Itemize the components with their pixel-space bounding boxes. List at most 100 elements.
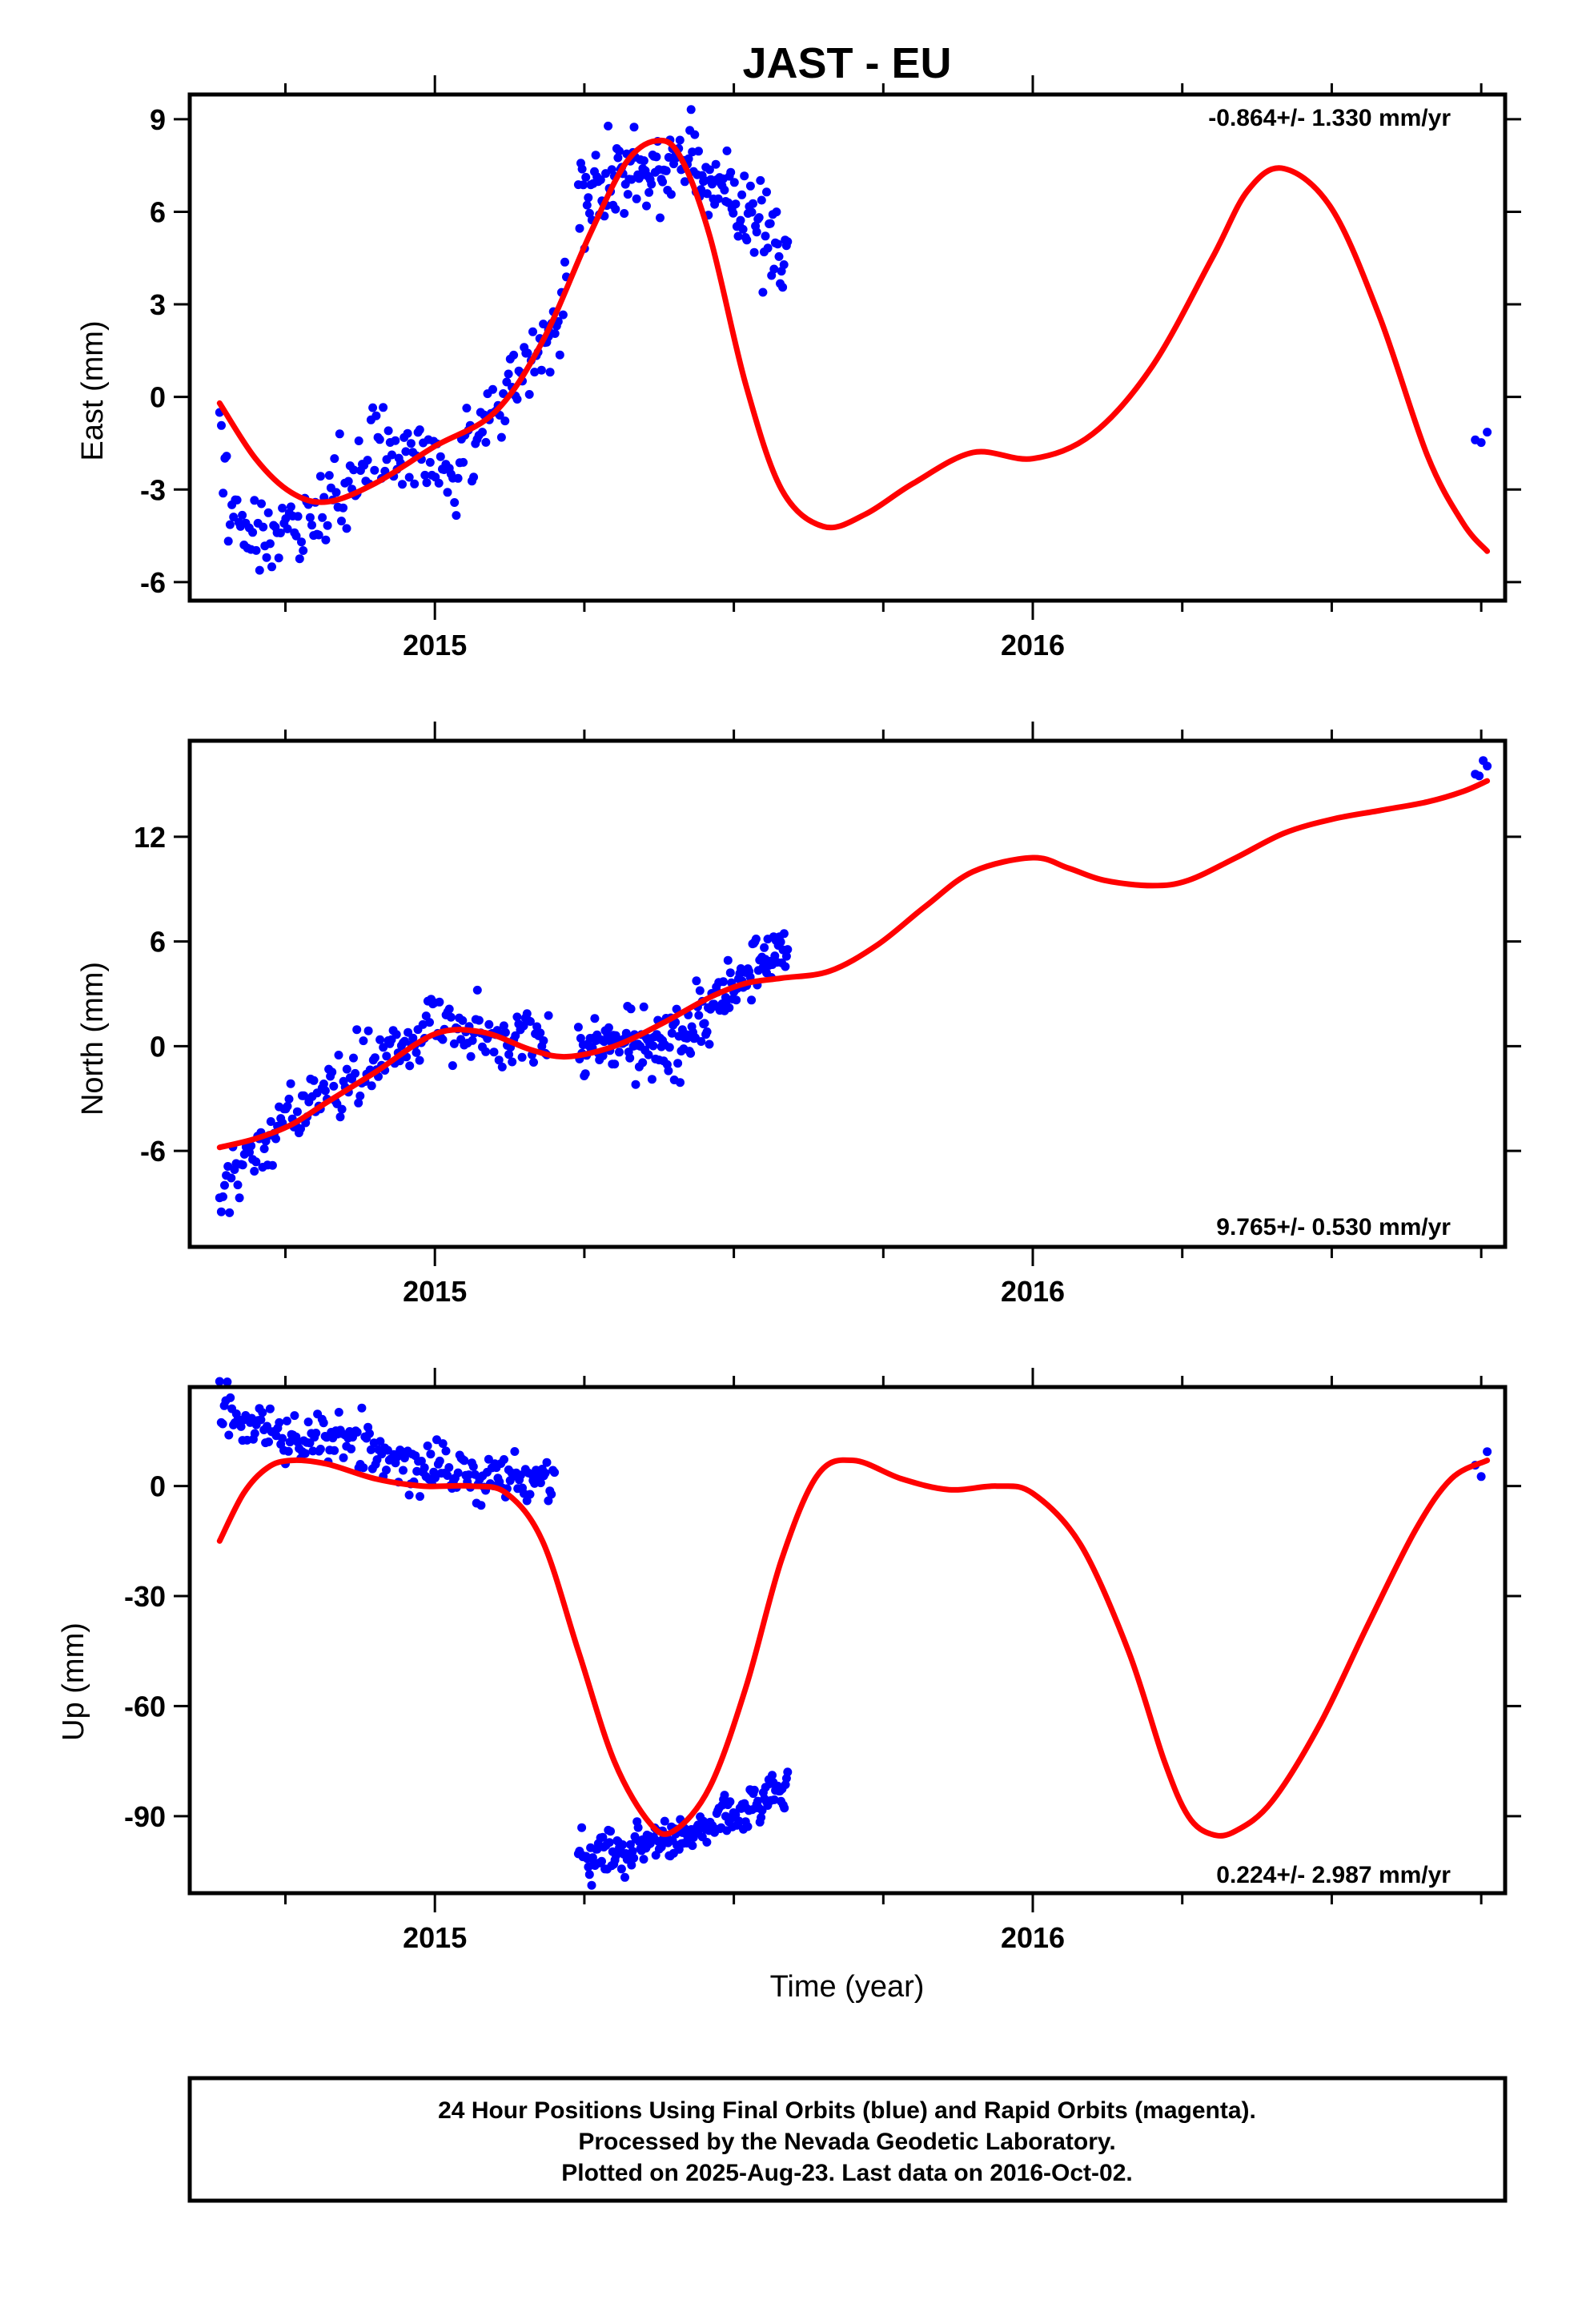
north-data-point bbox=[544, 1011, 553, 1020]
up-data-point bbox=[743, 1822, 753, 1831]
east-data-point bbox=[278, 504, 287, 513]
north-data-point bbox=[342, 1064, 351, 1074]
east-data-point bbox=[225, 520, 235, 529]
east-data-point bbox=[604, 121, 613, 131]
east-y-tick-label: 9 bbox=[150, 103, 166, 136]
east-data-point bbox=[762, 187, 771, 197]
east-data-point bbox=[702, 189, 712, 199]
north-data-point bbox=[508, 1057, 517, 1067]
east-data-point bbox=[579, 180, 588, 190]
east-data-point bbox=[632, 194, 641, 203]
north-data-point bbox=[233, 1180, 243, 1190]
up-data-point bbox=[618, 1840, 628, 1849]
east-data-point bbox=[620, 209, 629, 218]
north-data-point bbox=[604, 1023, 613, 1032]
east-data-point bbox=[740, 171, 749, 181]
east-plot-frame bbox=[187, 92, 1508, 603]
up-data-point bbox=[416, 1492, 424, 1502]
east-data-point bbox=[729, 178, 739, 187]
east-data-point bbox=[778, 283, 788, 292]
east-data-point bbox=[742, 235, 752, 245]
east-data-point bbox=[469, 472, 479, 482]
east-data-point bbox=[783, 237, 793, 247]
east-data-point bbox=[219, 489, 228, 498]
north-data-point bbox=[216, 1207, 226, 1216]
north-data-point bbox=[484, 1019, 494, 1029]
east-data-point bbox=[736, 215, 745, 225]
east-data-point bbox=[248, 528, 258, 537]
footer-line-3: Plotted on 2025-Aug-23. Last data on 201… bbox=[561, 2160, 1133, 2186]
east-data-point bbox=[324, 471, 334, 480]
north-y-tick-label: 6 bbox=[150, 926, 166, 959]
north-y-axis-label: North (mm) bbox=[76, 962, 110, 1116]
up-data-point bbox=[285, 1437, 295, 1447]
north-data-point bbox=[474, 1015, 484, 1025]
north-data-point bbox=[351, 1068, 360, 1078]
east-data-point bbox=[752, 227, 761, 237]
east-data-point bbox=[591, 151, 600, 160]
east-data-point bbox=[500, 416, 510, 426]
east-data-point bbox=[415, 425, 424, 435]
east-data-point bbox=[375, 435, 384, 444]
east-data-point bbox=[259, 522, 268, 532]
east-data-point bbox=[401, 447, 411, 456]
north-data-point bbox=[644, 1050, 653, 1059]
up-fit-curve bbox=[216, 1457, 1491, 1839]
up-x-tick-label: 2015 bbox=[403, 1921, 467, 1954]
east-data-point bbox=[496, 432, 506, 442]
east-data-point bbox=[726, 167, 736, 177]
north-data-point bbox=[747, 995, 757, 1005]
east-data-point bbox=[582, 200, 592, 210]
east-data-point bbox=[558, 310, 568, 320]
east-data-point bbox=[754, 213, 764, 223]
east-data-point bbox=[342, 524, 351, 533]
up-data-point bbox=[587, 1880, 596, 1890]
east-data-point bbox=[295, 554, 304, 564]
north-data-point bbox=[225, 1208, 235, 1217]
east-y-axis-label: East (mm) bbox=[76, 320, 110, 460]
north-data-point bbox=[639, 1002, 648, 1011]
north-data-point bbox=[525, 1017, 535, 1026]
up-data-point bbox=[431, 1473, 440, 1482]
footer-box: 24 Hour Positions Using Final Orbits (bl… bbox=[187, 2076, 1508, 2203]
up-data-point bbox=[720, 1791, 729, 1800]
up-data-point bbox=[352, 1427, 362, 1437]
north-data-point bbox=[238, 1160, 247, 1170]
north-y-tick-label: 0 bbox=[150, 1030, 166, 1063]
east-data-point bbox=[524, 390, 534, 399]
north-data-point bbox=[494, 1055, 504, 1065]
up-data-point bbox=[226, 1393, 235, 1402]
up-data-point bbox=[639, 1855, 648, 1864]
x-axis-label: Time (year) bbox=[770, 1970, 925, 2004]
east-data-point bbox=[337, 517, 346, 526]
up-y-tick-label: -30 bbox=[124, 1580, 166, 1613]
east-data-point bbox=[420, 470, 430, 480]
east-data-point bbox=[331, 488, 341, 497]
east-data-point bbox=[297, 537, 306, 547]
east-data-point bbox=[255, 565, 264, 575]
east-data-points bbox=[215, 105, 1492, 575]
up-data-point bbox=[1483, 1447, 1492, 1457]
north-data-point bbox=[1475, 771, 1484, 781]
north-data-point bbox=[573, 1023, 583, 1032]
north-data-point bbox=[648, 1041, 658, 1051]
up-data-points bbox=[215, 1377, 1492, 1890]
north-data-point bbox=[615, 1047, 624, 1057]
east-data-point bbox=[523, 348, 532, 358]
north-data-point bbox=[267, 1160, 277, 1170]
up-data-point bbox=[783, 1767, 793, 1777]
north-y-tick-label: -6 bbox=[140, 1135, 166, 1168]
north-data-point bbox=[732, 995, 741, 1005]
up-data-point bbox=[250, 1429, 259, 1438]
east-data-point bbox=[675, 135, 685, 145]
east-data-point bbox=[452, 511, 461, 521]
north-data-point bbox=[251, 1157, 261, 1167]
up-data-point bbox=[426, 1449, 436, 1459]
up-y-tick-label: -60 bbox=[124, 1690, 166, 1723]
east-data-point bbox=[391, 436, 400, 445]
east-data-point bbox=[370, 465, 379, 475]
up-data-point bbox=[753, 1796, 762, 1806]
north-data-point bbox=[511, 1031, 520, 1040]
up-data-point bbox=[540, 1469, 550, 1478]
up-data-point bbox=[616, 1864, 626, 1874]
